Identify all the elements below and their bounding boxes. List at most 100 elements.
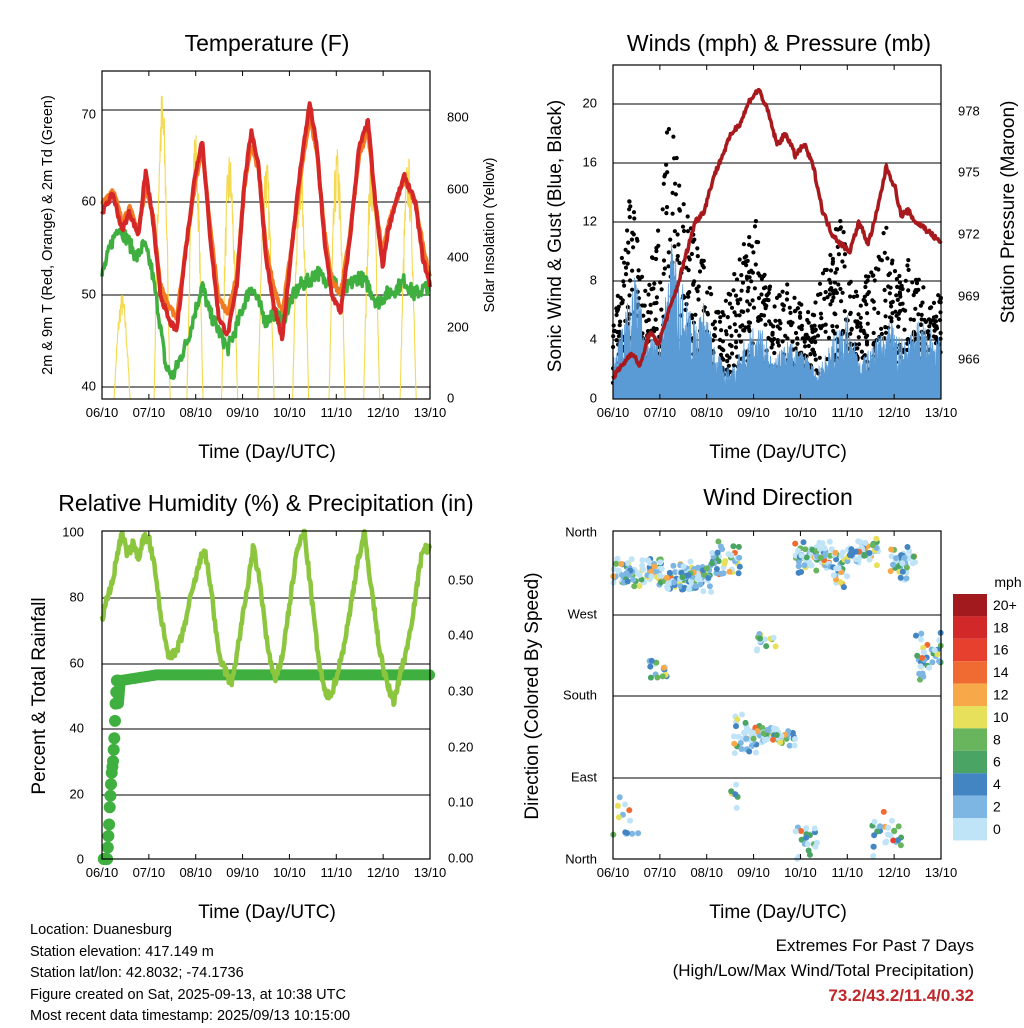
winds-ylabel: Sonic Wind & Gust (Blue, Black)	[545, 100, 566, 372]
direction-point	[709, 549, 716, 556]
gust-point	[737, 333, 742, 338]
colorbar-swatch	[953, 661, 987, 684]
gust-point	[619, 255, 625, 261]
direction-point	[686, 586, 692, 593]
direction-point	[798, 552, 805, 559]
gust-point	[787, 305, 792, 310]
gust-point	[864, 302, 869, 307]
d-ytick-west: West	[568, 606, 598, 621]
gust-point	[841, 230, 846, 235]
gust-point	[903, 278, 908, 283]
gust-point	[756, 271, 761, 276]
gust-point	[614, 312, 619, 318]
gust-point	[745, 308, 750, 313]
direction-point	[708, 588, 715, 595]
direction-point	[866, 556, 873, 563]
direction-point	[804, 841, 811, 847]
gust-point	[612, 328, 618, 334]
pressure-line	[611, 87, 943, 380]
x-tick-label: 13/10	[414, 405, 447, 420]
temperature-frame	[101, 70, 431, 400]
direction-point	[732, 791, 739, 798]
direction-point	[869, 542, 876, 549]
gust-point	[641, 313, 646, 318]
h-ytick-0: 0	[77, 851, 84, 866]
rain-point	[101, 841, 114, 854]
rain-point	[107, 743, 120, 756]
colorbar-label: 20+	[993, 597, 1017, 613]
direction-point	[743, 735, 750, 742]
gust-point	[912, 289, 918, 294]
gust-point	[756, 315, 762, 320]
direction-point	[861, 552, 868, 559]
gust-point	[631, 210, 637, 215]
gust-point	[811, 350, 817, 355]
gust-point	[733, 345, 739, 350]
gust-point	[685, 214, 690, 219]
gust-point	[744, 254, 749, 259]
gust-point	[752, 286, 758, 291]
gust-point	[759, 292, 764, 297]
h-ytick-40: 40	[70, 720, 84, 735]
direction-point	[741, 729, 747, 736]
colorbar-title: mph	[994, 574, 1021, 590]
gust-point	[932, 322, 937, 327]
gust-point	[823, 322, 828, 327]
gust-point	[818, 326, 824, 331]
direction-point	[756, 631, 763, 637]
gust-point	[643, 288, 648, 293]
gust-point	[884, 225, 889, 230]
colorbar-label: 18	[993, 619, 1009, 635]
gust-point	[693, 312, 698, 317]
direction-point	[803, 825, 810, 832]
gust-point	[637, 277, 642, 282]
direction-point	[904, 544, 911, 550]
colorbar-swatch	[953, 616, 987, 639]
direction-point	[631, 583, 638, 590]
temp-2m-series	[100, 101, 432, 342]
gust-point	[664, 211, 669, 216]
x-tick-label: 10/10	[273, 865, 306, 880]
direction-point	[890, 561, 896, 568]
gust-point	[739, 288, 744, 293]
direction-point	[706, 583, 713, 590]
gust-point	[659, 287, 664, 292]
direction-point	[672, 569, 679, 576]
direction-point	[919, 654, 926, 661]
gust-point	[883, 298, 888, 303]
w-y2tick-978: 978	[958, 103, 980, 118]
gust-point	[910, 280, 915, 285]
direction-point	[814, 839, 820, 846]
gust-point	[739, 273, 744, 278]
direction-point	[733, 781, 740, 788]
gust-point	[686, 268, 691, 273]
direction-point	[852, 548, 859, 555]
gust-point	[896, 324, 901, 329]
colorbar-label: 16	[993, 642, 1009, 658]
direction-point	[700, 588, 707, 595]
direction-point	[918, 630, 925, 637]
gust-point	[627, 199, 632, 204]
direction-point	[749, 729, 756, 736]
direction-point	[795, 563, 802, 570]
direction-point	[680, 563, 687, 570]
gust-point	[911, 293, 916, 298]
gust-point	[751, 250, 756, 255]
gust-point	[699, 258, 704, 263]
gust-point	[620, 300, 625, 305]
t-ytick-40: 40	[82, 378, 96, 393]
gust-point	[802, 339, 807, 344]
w-ytick-12: 12	[583, 213, 597, 228]
gust-point	[806, 310, 811, 315]
colorbar-label: 10	[993, 709, 1009, 725]
direction-point	[714, 549, 721, 556]
gust-point	[763, 322, 768, 327]
direction-point	[628, 556, 635, 563]
gust-point	[714, 310, 719, 315]
recent-text: Most recent data timestamp: 2025/09/13 1…	[30, 1008, 351, 1024]
gust-point	[859, 349, 865, 354]
x-tick-label: 06/10	[597, 405, 630, 420]
gust-point	[664, 130, 670, 135]
t-ytick-60: 60	[82, 193, 96, 208]
